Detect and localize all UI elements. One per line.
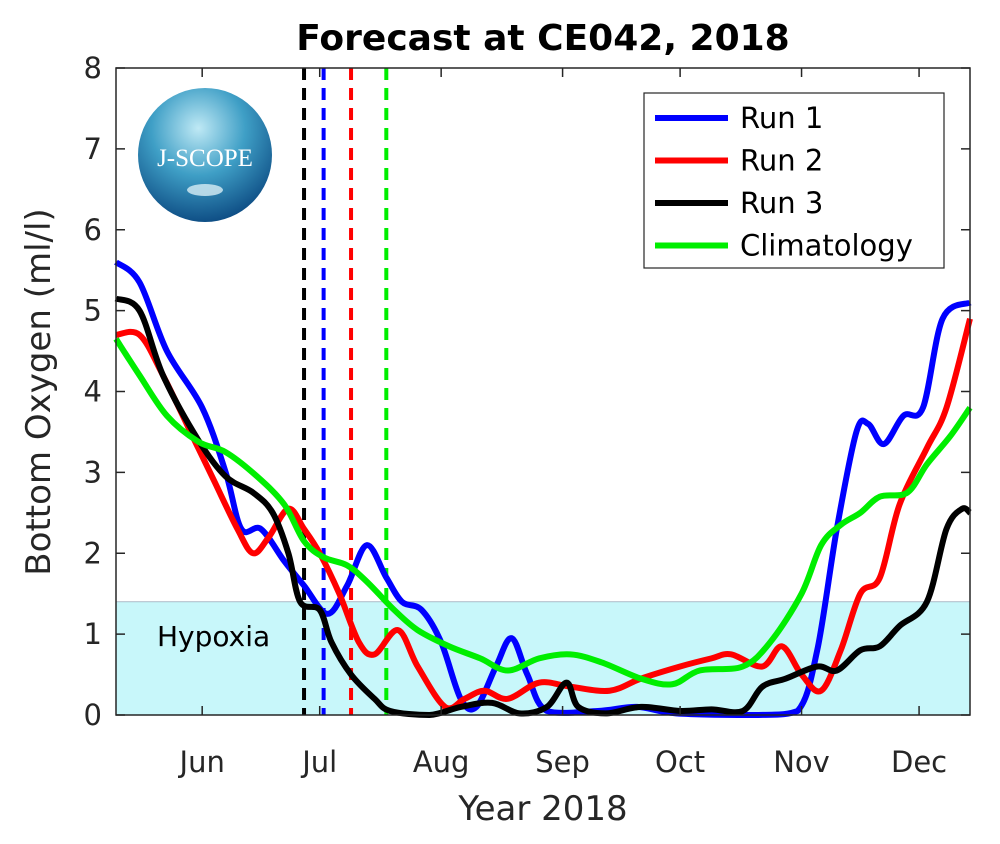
logo-text: J-SCOPE <box>157 145 253 172</box>
y-tick-label: 5 <box>84 294 102 328</box>
jscope-logo: J-SCOPE <box>138 88 272 222</box>
y-axis-label: Bottom Oxygen (ml/l) <box>19 208 59 575</box>
series-line-climatology <box>113 337 973 688</box>
legend-label: Run 3 <box>740 186 823 220</box>
hypoxia-label: Hypoxia <box>157 620 270 653</box>
x-tick-label: Jul <box>300 745 337 779</box>
x-tick-label: Oct <box>655 745 705 779</box>
y-tick-label: 2 <box>84 536 102 570</box>
x-axis-label: Year 2018 <box>457 789 627 829</box>
x-tick-label: Jun <box>178 745 225 779</box>
y-tick-label: 0 <box>84 698 102 732</box>
chart-title: Forecast at CE042, 2018 <box>296 18 789 59</box>
y-tick-label: 4 <box>84 375 102 409</box>
x-tick-label: Dec <box>891 745 947 779</box>
legend-label: Climatology <box>740 229 913 263</box>
y-tick-label: 6 <box>84 213 102 247</box>
y-tick-label: 8 <box>84 51 102 85</box>
legend: Run 1 Run 2 Run 3 Climatology <box>643 92 945 269</box>
x-tick-label: Aug <box>413 745 470 779</box>
series-line-run-2 <box>115 317 973 712</box>
legend-label: Run 1 <box>740 101 823 135</box>
y-tick-label: 3 <box>84 455 102 489</box>
legend-label: Run 2 <box>740 144 823 178</box>
y-tick-label: 7 <box>84 132 102 166</box>
x-tick-label: Sep <box>535 745 590 779</box>
x-tick-label: Nov <box>773 745 830 779</box>
series-line-run-3 <box>114 295 972 718</box>
y-tick-label: 1 <box>84 617 102 651</box>
